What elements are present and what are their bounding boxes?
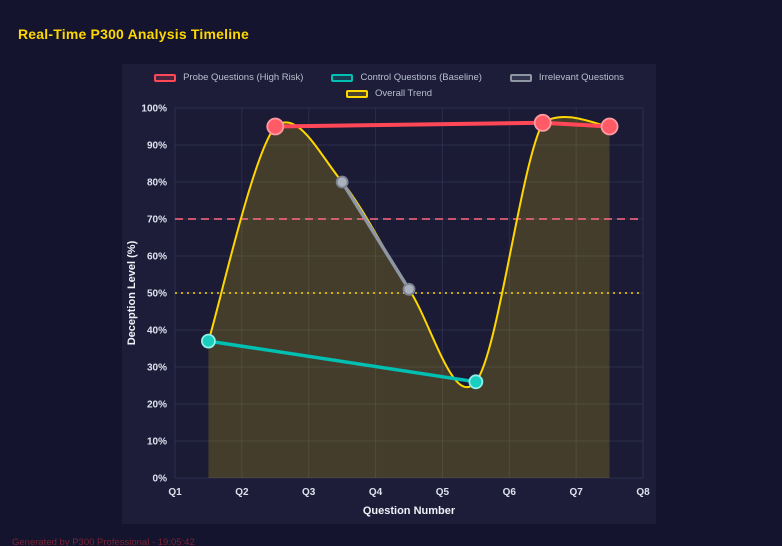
legend-item: Probe Questions (High Risk)	[154, 72, 303, 83]
legend-item: Irrelevant Questions	[509, 72, 624, 83]
y-tick-label: 100%	[141, 104, 167, 115]
y-tick-label: 50%	[147, 289, 167, 300]
chart-panel: Probe Questions (High Risk) Control Quest…	[122, 64, 656, 524]
legend-swatch-icon	[509, 73, 532, 82]
data-point	[402, 282, 416, 296]
x-tick-label: Q8	[636, 487, 650, 498]
legend-row-bottom: Overall Trend	[345, 88, 433, 99]
x-tick-label: Q7	[569, 487, 583, 498]
x-tick-label: Q4	[369, 487, 383, 498]
legend-swatch-icon	[331, 73, 354, 82]
y-axis-title: Deception Level (%)	[126, 240, 138, 345]
chart-svg: Q1 Q2 Q3 Q4 Q5 Q6 Q7 Q8 0% 10% 20% 30% 40% 50% 60% 70% 8…	[126, 104, 650, 518]
legend-swatch-icon	[154, 73, 177, 82]
data-point	[600, 117, 619, 136]
y-tick-label: 80%	[147, 178, 167, 189]
y-tick-label: 0%	[153, 474, 168, 485]
chart-legend: Probe Questions (High Risk) Control Quest…	[122, 72, 656, 99]
data-point	[335, 175, 349, 189]
x-tick-label: Q1	[168, 487, 182, 498]
y-tick-label: 10%	[147, 437, 167, 448]
legend-item: Overall Trend	[345, 88, 433, 99]
data-point	[468, 374, 484, 390]
legend-swatch-icon	[345, 89, 368, 98]
x-axis-title: Question Number	[363, 505, 456, 517]
series-line	[340, 180, 411, 292]
data-point	[533, 113, 552, 132]
legend-label: Control Questions (Baseline)	[360, 72, 482, 83]
data-point	[201, 333, 216, 349]
x-tick-label: Q3	[302, 487, 316, 498]
legend-row-top: Probe Questions (High Risk) Control Quest…	[154, 72, 624, 83]
footer-watermark: Generated by P300 Professional - 19:05:4…	[12, 537, 195, 546]
y-tick-label: 70%	[147, 215, 167, 226]
legend-item: Control Questions (Baseline)	[331, 72, 482, 83]
x-tick-label: Q5	[436, 487, 450, 498]
y-tick-label: 40%	[147, 326, 167, 337]
y-tick-label: 20%	[147, 400, 167, 411]
x-tick-label: Q6	[503, 487, 517, 498]
series-line	[206, 339, 478, 384]
trend-fill-area	[208, 116, 610, 478]
y-tick-label: 90%	[147, 141, 167, 152]
x-tick-label: Q2	[235, 487, 249, 498]
data-point	[266, 117, 285, 136]
legend-label: Overall Trend	[374, 88, 433, 99]
y-tick-label: 30%	[147, 363, 167, 374]
y-tick-label: 60%	[147, 252, 167, 263]
legend-label: Irrelevant Questions	[538, 72, 624, 83]
page-title: Real-Time P300 Analysis Timeline	[18, 26, 250, 42]
legend-label: Probe Questions (High Risk)	[183, 72, 304, 83]
